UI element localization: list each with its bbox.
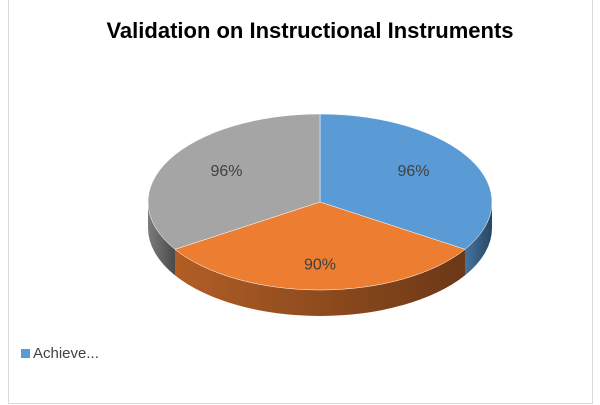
slice: [147, 113, 321, 250]
slice: [319, 113, 493, 250]
chart-border: [8, 0, 593, 404]
chart-title: Validation on Instructional Instruments: [106, 18, 514, 43]
data-label: 96%: [210, 163, 242, 180]
slice-side: [148, 202, 176, 276]
data-label: 90%: [304, 257, 336, 274]
data-label: 96%: [398, 163, 430, 180]
slice-side: [175, 249, 465, 317]
legend-label: Achieve...: [33, 345, 99, 362]
slice: [174, 201, 466, 291]
slice-side: [464, 202, 492, 276]
legend-marker: [21, 349, 30, 358]
